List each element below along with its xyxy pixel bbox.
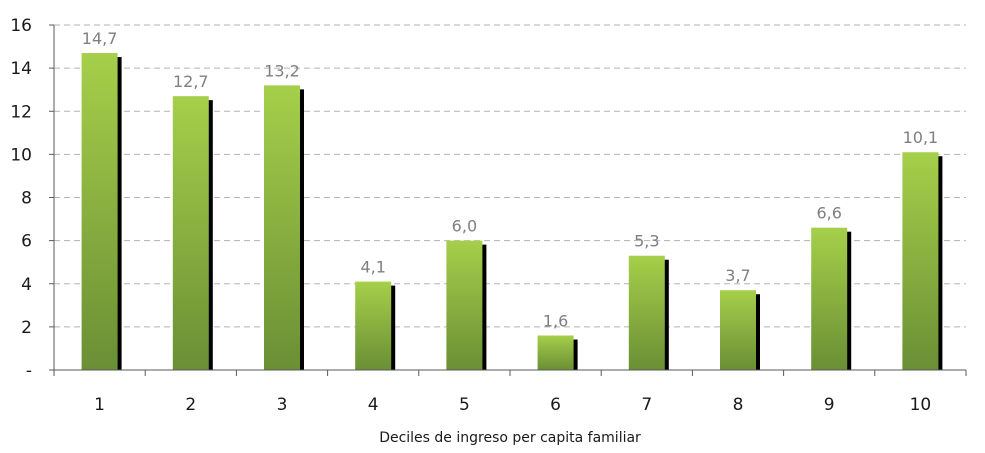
bar xyxy=(628,255,665,370)
x-tick-label: 7 xyxy=(641,395,652,415)
bar xyxy=(172,96,209,370)
data-label: 13,2 xyxy=(264,61,300,80)
bar xyxy=(264,85,300,370)
x-axis xyxy=(53,25,967,376)
bars: 14,7 12,7 13,2 4,1 6,0 1,6 5,3 3,7 6,6 10,1 xyxy=(81,29,943,370)
bar xyxy=(720,290,756,370)
x-axis-ticks: 1 2 3 4 5 6 7 8 9 10 xyxy=(94,395,931,415)
y-tick-label: 14 xyxy=(10,59,32,79)
x-tick-label: 1 xyxy=(94,395,105,415)
data-label: 1,6 xyxy=(543,312,568,331)
y-tick-label: 12 xyxy=(10,102,32,122)
y-tick-label: 4 xyxy=(21,275,32,295)
y-axis-ticks: - 2 4 6 8 10 12 14 16 xyxy=(10,16,54,381)
x-tick-label: 9 xyxy=(824,395,835,415)
y-tick-label: 2 xyxy=(21,318,32,338)
bar xyxy=(446,240,483,370)
x-tick-label: 6 xyxy=(550,395,561,415)
x-tick-label: 10 xyxy=(910,395,932,415)
x-tick-label: 2 xyxy=(185,395,196,415)
bar xyxy=(902,152,939,370)
x-tick-label: 4 xyxy=(368,395,379,415)
bar xyxy=(811,227,848,370)
data-label: 6,6 xyxy=(816,204,841,223)
data-label: 14,7 xyxy=(82,29,118,48)
data-label: 4,1 xyxy=(360,258,385,277)
y-tick-label: 6 xyxy=(21,232,32,252)
data-label: 12,7 xyxy=(173,72,209,91)
y-tick-label: 8 xyxy=(21,189,32,209)
data-label: 10,1 xyxy=(903,128,939,147)
x-axis-title: Deciles de ingreso per capita familiar xyxy=(379,430,641,446)
bar xyxy=(355,281,392,370)
x-tick-label: 3 xyxy=(277,395,288,415)
y-tick-label: - xyxy=(26,361,32,381)
bar xyxy=(81,53,118,370)
bar xyxy=(537,335,574,370)
data-label: 3,7 xyxy=(725,266,750,285)
data-label: 5,3 xyxy=(634,232,659,251)
y-tick-label: 10 xyxy=(10,145,32,165)
x-tick-label: 5 xyxy=(459,395,470,415)
y-tick-label: 16 xyxy=(10,16,32,36)
x-tick-label: 8 xyxy=(733,395,744,415)
data-label: 6,0 xyxy=(452,217,477,236)
